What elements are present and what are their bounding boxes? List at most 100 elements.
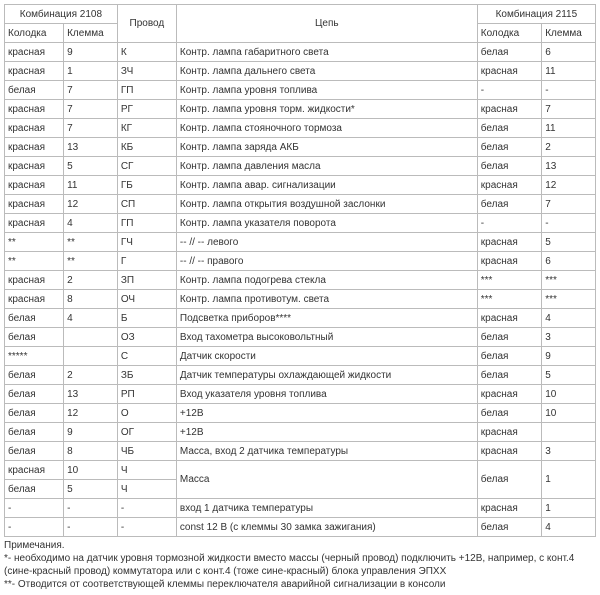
- cell: СГ: [117, 157, 176, 176]
- cell: ГП: [117, 214, 176, 233]
- table-row: красная5СГКонтр. лампа давления маслабел…: [5, 157, 596, 176]
- cell: 2: [64, 271, 118, 290]
- cell: белая: [5, 81, 64, 100]
- cell: белая: [477, 518, 541, 537]
- cell: 4: [542, 518, 596, 537]
- cell: ***: [542, 290, 596, 309]
- cell: Контр. лампа указателя поворота: [176, 214, 477, 233]
- cell: красная: [5, 62, 64, 81]
- cell: Контр. лампа противотум. света: [176, 290, 477, 309]
- cell: 4: [542, 309, 596, 328]
- cell: ОГ: [117, 423, 176, 442]
- cell: -: [117, 499, 176, 518]
- cell: вход 1 датчика температуры: [176, 499, 477, 518]
- table-row: красная10ЧМассабелая1: [5, 461, 596, 480]
- header-klemma-1: Клемма: [64, 24, 118, 43]
- cell: 5: [542, 366, 596, 385]
- cell: красная: [5, 157, 64, 176]
- cell: красная: [477, 252, 541, 271]
- cell: Контр. лампа габаритного света: [176, 43, 477, 62]
- note-2: **- Отводится от соответствующей клеммы …: [4, 578, 596, 591]
- cell: СП: [117, 195, 176, 214]
- cell: +12В: [176, 423, 477, 442]
- table-row: ***** СДатчик скоростибелая9: [5, 347, 596, 366]
- table-row: красная1ЗЧКонтр. лампа дальнего светакра…: [5, 62, 596, 81]
- table-row: белая8ЧБМасса, вход 2 датчика температур…: [5, 442, 596, 461]
- cell: ***: [477, 271, 541, 290]
- cell: 10: [542, 385, 596, 404]
- table-row: красная12СПКонтр. лампа открытия воздушн…: [5, 195, 596, 214]
- cell: -- // -- левого: [176, 233, 477, 252]
- cell: красная: [477, 309, 541, 328]
- table-row: красная7РГКонтр. лампа уровня торм. жидк…: [5, 100, 596, 119]
- cell: ЗП: [117, 271, 176, 290]
- cell: Подсветка приборов****: [176, 309, 477, 328]
- cell: ***: [477, 290, 541, 309]
- cell: 13: [64, 385, 118, 404]
- cell: 5: [64, 480, 118, 499]
- cell: **: [5, 233, 64, 252]
- table-row: красная4ГПКонтр. лампа указателя поворот…: [5, 214, 596, 233]
- header-kolodka-2: Колодка: [477, 24, 541, 43]
- cell: Контр. лампа открытия воздушной заслонки: [176, 195, 477, 214]
- cell: **: [64, 252, 118, 271]
- cell: красная: [5, 214, 64, 233]
- cell: Датчик температуры охлаждающей жидкости: [176, 366, 477, 385]
- cell: красная: [5, 290, 64, 309]
- cell: ЗЧ: [117, 62, 176, 81]
- cell: белая: [5, 480, 64, 499]
- cell: [542, 423, 596, 442]
- cell: 12: [542, 176, 596, 195]
- cell: белая: [477, 119, 541, 138]
- cell: Б: [117, 309, 176, 328]
- cell: 9: [64, 423, 118, 442]
- cell: Контр. лампа давления масла: [176, 157, 477, 176]
- cell: красная: [477, 62, 541, 81]
- cell: красная: [477, 233, 541, 252]
- cell: 10: [64, 461, 118, 480]
- cell: 7: [542, 100, 596, 119]
- cell: красная: [5, 43, 64, 62]
- header-cep: Цепь: [176, 5, 477, 43]
- cell: +12В: [176, 404, 477, 423]
- cell: -: [542, 214, 596, 233]
- cell: 5: [64, 157, 118, 176]
- cell: [64, 328, 118, 347]
- cell: Контр. лампа дальнего света: [176, 62, 477, 81]
- cell: ГЧ: [117, 233, 176, 252]
- cell: белая: [5, 423, 64, 442]
- cell: КБ: [117, 138, 176, 157]
- cell: белая: [5, 309, 64, 328]
- cell: белая: [477, 366, 541, 385]
- cell: 11: [64, 176, 118, 195]
- cell: 13: [64, 138, 118, 157]
- cell: красная: [477, 100, 541, 119]
- cell: ЧБ: [117, 442, 176, 461]
- table-row: красная8ОЧКонтр. лампа противотум. света…: [5, 290, 596, 309]
- cell: 9: [64, 43, 118, 62]
- table-row: красная9ККонтр. лампа габаритного светаб…: [5, 43, 596, 62]
- cell: красная: [5, 461, 64, 480]
- cell: красная: [477, 499, 541, 518]
- table-row: ****Г-- // -- правогокрасная6: [5, 252, 596, 271]
- cell: -: [477, 214, 541, 233]
- cell: белая: [477, 138, 541, 157]
- cell: 2: [64, 366, 118, 385]
- table-row: белая2ЗБДатчик температуры охлаждающей ж…: [5, 366, 596, 385]
- cell: ***: [542, 271, 596, 290]
- cell: РГ: [117, 100, 176, 119]
- cell: 9: [542, 347, 596, 366]
- cell: Контр. лампа авар. сигнализации: [176, 176, 477, 195]
- cell: красная: [5, 119, 64, 138]
- cell: const 12 В (с клеммы 30 замка зажигания): [176, 518, 477, 537]
- cell: красная: [5, 271, 64, 290]
- cell: РП: [117, 385, 176, 404]
- cell: КГ: [117, 119, 176, 138]
- cell: -: [542, 81, 596, 100]
- cell: С: [117, 347, 176, 366]
- cell: красная: [5, 176, 64, 195]
- cell: красная: [5, 195, 64, 214]
- table-row: белая13РПВход указателя уровня топливакр…: [5, 385, 596, 404]
- cell: 7: [542, 195, 596, 214]
- cell: К: [117, 43, 176, 62]
